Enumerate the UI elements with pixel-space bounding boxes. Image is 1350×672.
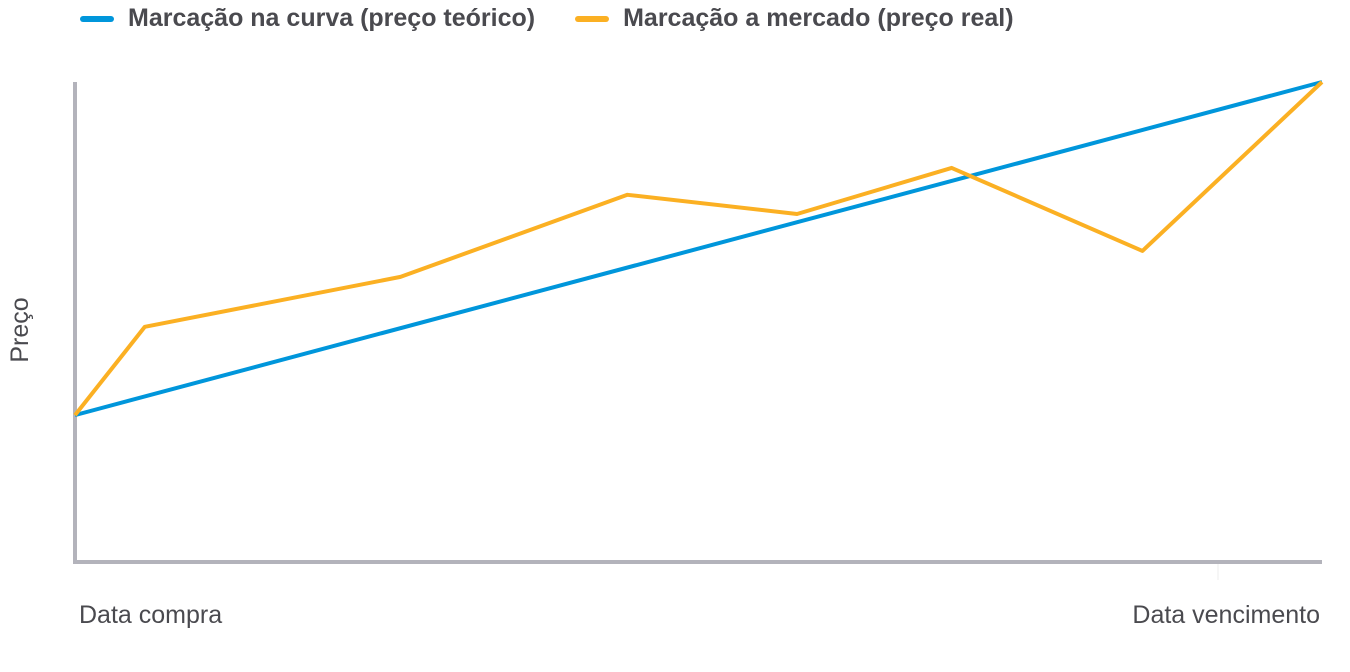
x-tick-label-start: Data compra	[79, 601, 222, 629]
legend: Marcação na curva (preço teórico) Marcaç…	[80, 4, 1014, 33]
legend-item-curva: Marcação na curva (preço teórico)	[80, 4, 535, 33]
series-line-mercado	[73, 80, 1324, 417]
legend-item-mercado: Marcação a mercado (preço real)	[575, 4, 1014, 33]
legend-label-curva: Marcação na curva (preço teórico)	[128, 4, 536, 32]
y-axis-label: Preço	[6, 297, 34, 362]
legend-swatch-mercado	[575, 15, 610, 22]
legend-label-mercado: Marcação a mercado (preço real)	[623, 4, 1014, 32]
x-tick-label-end: Data vencimento	[1132, 601, 1320, 629]
series-line-curva	[74, 80, 1323, 418]
legend-swatch-curva	[80, 15, 114, 22]
